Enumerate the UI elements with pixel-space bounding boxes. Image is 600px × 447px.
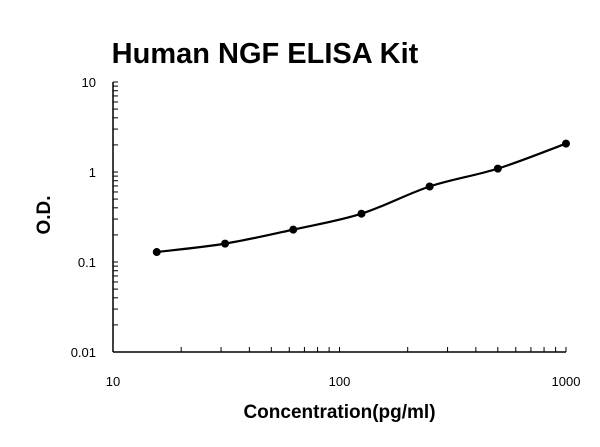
fit-curve	[156, 142, 567, 254]
x-tick-label: 1000	[552, 374, 581, 389]
data-point	[152, 248, 161, 257]
x-tick-label: 10	[106, 374, 120, 389]
y-tick-label: 10	[82, 75, 96, 90]
x-axis-label: Concentration(pg/ml)	[243, 402, 436, 423]
data-point	[493, 164, 502, 173]
chart-title: Human NGF ELISA Kit	[111, 38, 419, 70]
y-tick-label: 1	[89, 165, 96, 180]
data-point	[289, 225, 298, 234]
y-tick-label: 0.1	[78, 255, 96, 270]
data-point	[425, 182, 434, 191]
data-point	[357, 209, 366, 218]
x-tick-label: 100	[329, 374, 351, 389]
data-point	[221, 239, 230, 248]
y-tick-label: 0.01	[71, 345, 96, 360]
data-point	[562, 139, 570, 148]
